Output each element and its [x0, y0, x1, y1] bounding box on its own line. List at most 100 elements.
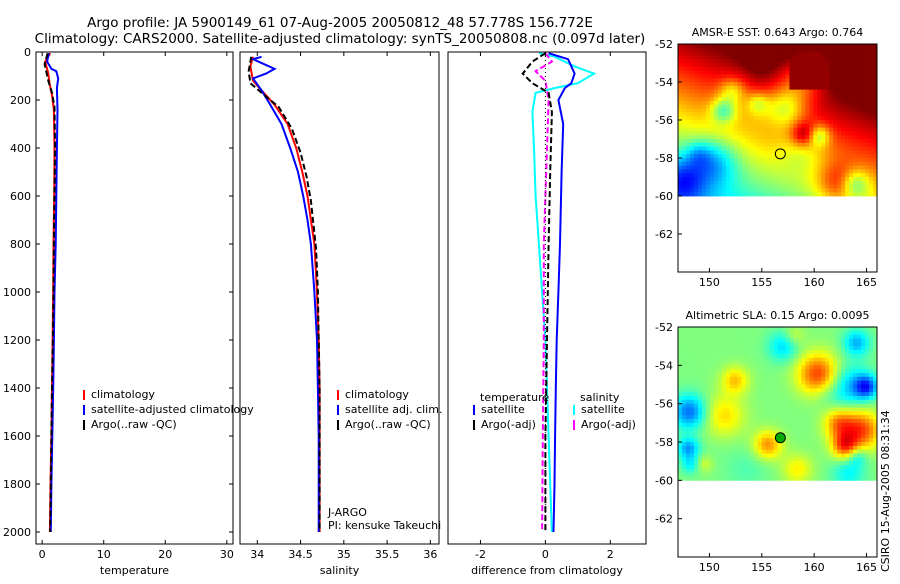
heatmap-cell — [793, 334, 798, 339]
heatmap-cell — [681, 449, 687, 454]
heatmap-cell — [869, 112, 874, 117]
heatmap-cell — [693, 422, 699, 428]
heatmap-cell — [709, 380, 715, 385]
heatmap-cell — [845, 399, 850, 405]
heatmap-cell — [709, 85, 715, 90]
heatmap-cell — [761, 158, 766, 163]
heatmap-cell — [873, 380, 878, 385]
heatmap-cell — [797, 192, 802, 197]
heatmap-cell — [789, 66, 794, 71]
heatmap-cell — [869, 169, 874, 174]
heatmap-cell — [825, 430, 830, 435]
heatmap-cell — [821, 338, 826, 343]
heatmap-cell — [737, 392, 743, 397]
heatmap-cell — [717, 85, 723, 90]
heatmap-cell — [693, 419, 699, 424]
heatmap-cell — [678, 399, 683, 405]
heatmap-cell — [829, 346, 834, 351]
heatmap-cell — [701, 97, 707, 102]
heatmap-cell — [809, 465, 814, 470]
heatmap-cell — [697, 434, 703, 439]
heatmap-cell — [709, 169, 715, 174]
heatmap-cell — [717, 369, 723, 374]
heatmap-cell — [785, 192, 790, 197]
heatmap-cell — [833, 334, 838, 339]
heatmap-cell — [865, 476, 870, 481]
heatmap-cell — [797, 411, 802, 416]
heatmap-cell — [741, 101, 747, 106]
heatmap-cell — [741, 97, 747, 102]
heatmap-cell — [797, 445, 802, 451]
heatmap-cell — [701, 169, 707, 174]
heatmap-cell — [785, 177, 790, 182]
heatmap-cell — [801, 449, 806, 454]
heatmap-cell — [713, 422, 719, 428]
heatmap-cell — [717, 468, 723, 474]
heatmap-cell — [829, 89, 834, 94]
heatmap-cell — [761, 104, 766, 109]
heatmap-cell — [685, 85, 691, 90]
heatmap-cell — [713, 184, 719, 189]
heatmap-cell — [729, 365, 735, 370]
heatmap-cell — [853, 430, 858, 435]
heatmap-cell — [749, 334, 755, 339]
heatmap-cell — [801, 55, 806, 60]
heatmap-cell — [873, 472, 878, 477]
heatmap-cell — [705, 188, 711, 193]
heatmap-cell — [841, 369, 846, 374]
heatmap-cell — [761, 403, 766, 408]
heatmap-cell — [709, 461, 715, 466]
heatmap-cell — [697, 63, 703, 68]
heatmap-cell — [765, 438, 770, 443]
heatmap-cell — [717, 135, 723, 140]
heatmap-cell — [865, 51, 870, 56]
heatmap-cell — [749, 93, 755, 98]
heatmap-cell — [678, 150, 683, 155]
heatmap-cell — [733, 392, 739, 397]
heatmap-cell — [777, 161, 782, 166]
heatmap-cell — [805, 353, 810, 359]
heatmap-cell — [785, 180, 790, 185]
heatmap-cell — [681, 415, 687, 420]
heatmap-cell — [833, 407, 838, 412]
heatmap-cell — [693, 426, 699, 431]
heatmap-cell — [873, 47, 878, 52]
heatmap-cell — [809, 380, 814, 385]
heatmap-cell — [797, 430, 802, 435]
heatmap-cell — [777, 396, 782, 401]
heatmap-cell — [825, 142, 830, 147]
heatmap-cell — [709, 338, 715, 343]
heatmap-cell — [789, 44, 794, 49]
heatmap-cell — [729, 192, 735, 197]
heatmap-cell — [789, 85, 794, 90]
heatmap-cell — [829, 173, 834, 178]
heatmap-cell — [817, 44, 822, 49]
heatmap-cell — [729, 161, 735, 166]
heatmap-cell — [733, 173, 739, 178]
heatmap-cell — [701, 180, 707, 185]
heatmap-cell — [805, 365, 810, 370]
heatmap-cell — [721, 51, 727, 56]
heatmap-cell — [725, 177, 731, 182]
heatmap-cell — [861, 165, 866, 170]
heatmap-cell — [753, 146, 758, 151]
heatmap-cell — [813, 411, 818, 416]
heatmap-cell — [678, 59, 683, 64]
heatmap-cell — [765, 120, 770, 125]
heatmap-cell — [765, 127, 770, 132]
heatmap-cell — [765, 51, 770, 56]
heatmap-cell — [833, 346, 838, 351]
heatmap-cell — [749, 376, 755, 382]
heatmap-cell — [845, 55, 850, 60]
heatmap-cell — [685, 59, 691, 64]
heatmap-cell — [873, 353, 878, 359]
heatmap-cell — [749, 415, 755, 420]
heatmap-cell — [753, 85, 758, 90]
heatmap-cell — [873, 97, 878, 102]
heatmap-cell — [681, 373, 687, 378]
heatmap-cell — [693, 338, 699, 343]
heatmap-cell — [678, 338, 683, 343]
heatmap-cell — [797, 158, 802, 163]
heatmap-cell — [865, 442, 870, 447]
heatmap-cell — [865, 169, 870, 174]
